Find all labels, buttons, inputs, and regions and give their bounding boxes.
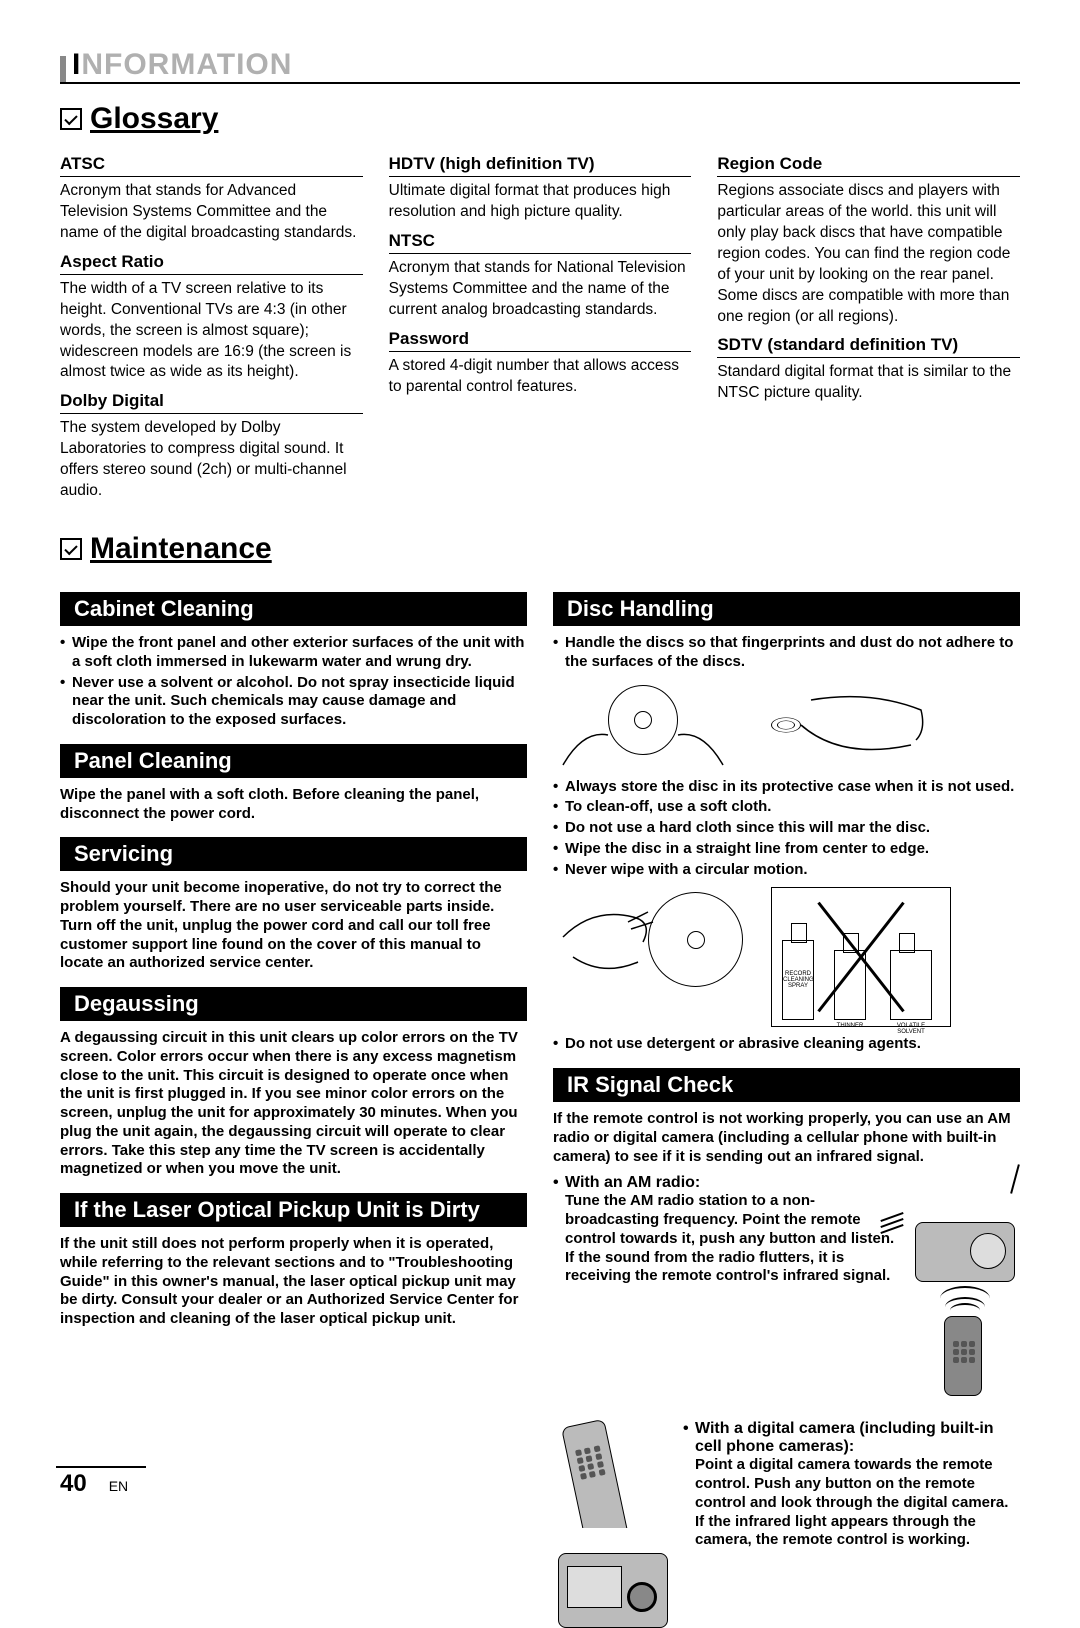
maintenance-section-title: Maintenance bbox=[60, 532, 1020, 566]
camera-heading: With a digital camera (including built-i… bbox=[683, 1420, 1020, 1456]
disc-hold-illustration-2 bbox=[751, 680, 931, 770]
header-first-letter: I bbox=[72, 48, 81, 82]
page-footer: 40 EN bbox=[60, 1470, 128, 1498]
am-radio-illustration-group bbox=[910, 1192, 1020, 1406]
cross-out-icon bbox=[772, 888, 950, 1026]
glossary-term: HDTV (high definition TV) Ultimate digit… bbox=[389, 154, 692, 223]
no-solvents-illustration: RECORD CLEANING SPRAY THINNER VOLATILE S… bbox=[771, 887, 951, 1027]
checkbox-icon bbox=[60, 108, 82, 130]
am-radio-heading: With an AM radio: bbox=[553, 1174, 1020, 1192]
term-heading: Region Code bbox=[717, 154, 1020, 177]
am-radio-text: Tune the AM radio station to a non-broad… bbox=[553, 1192, 900, 1406]
term-definition: A stored 4-digit number that allows acce… bbox=[389, 356, 692, 398]
bullet-item: Never use a solvent or alcohol. Do not s… bbox=[60, 674, 527, 730]
term-definition: Acronym that stands for National Televis… bbox=[389, 258, 692, 321]
term-heading: Password bbox=[389, 329, 692, 352]
glossary-term: Password A stored 4-digit number that al… bbox=[389, 329, 692, 398]
bullet-item: Never wipe with a circular motion. bbox=[553, 861, 1020, 880]
disc-handle-illustrations bbox=[553, 680, 1020, 770]
term-definition: Ultimate digital format that produces hi… bbox=[389, 181, 692, 223]
term-heading: SDTV (standard definition TV) bbox=[717, 335, 1020, 358]
term-definition: Acronym that stands for Advanced Televis… bbox=[60, 181, 363, 244]
glossary-term: NTSC Acronym that stands for National Te… bbox=[389, 231, 692, 321]
page-language: EN bbox=[109, 1478, 128, 1494]
maintenance-right-col: Disc Handling Handle the discs so that f… bbox=[553, 578, 1020, 1628]
am-radio-block: Tune the AM radio station to a non-broad… bbox=[553, 1192, 1020, 1406]
glossary-term: Region Code Regions associate discs and … bbox=[717, 154, 1020, 327]
camera-text: Point a digital camera towards the remot… bbox=[683, 1456, 1020, 1550]
term-definition: Regions associate discs and players with… bbox=[717, 181, 1020, 327]
glossary-col-3: Region Code Regions associate discs and … bbox=[717, 146, 1020, 502]
term-definition: Standard digital format that is similar … bbox=[717, 362, 1020, 404]
ir-intro: If the remote control is not working pro… bbox=[553, 1110, 1020, 1166]
panel-cleaning-heading: Panel Cleaning bbox=[60, 744, 527, 778]
ir-check-heading: IR Signal Check bbox=[553, 1068, 1020, 1102]
term-heading: ATSC bbox=[60, 154, 363, 177]
degaussing-text: A degaussing circuit in this unit clears… bbox=[60, 1029, 527, 1179]
camera-illustrations bbox=[553, 1412, 673, 1628]
glossary-col-2: HDTV (high definition TV) Ultimate digit… bbox=[389, 146, 692, 502]
servicing-heading: Servicing bbox=[60, 837, 527, 871]
radio-illustration bbox=[910, 1192, 1020, 1282]
disc-bullets-2: Always store the disc in its protective … bbox=[553, 778, 1020, 880]
bullet-item: Wipe the front panel and other exterior … bbox=[60, 634, 527, 672]
laser-heading: If the Laser Optical Pickup Unit is Dirt… bbox=[60, 1193, 527, 1227]
glossary-term: Dolby Digital The system developed by Do… bbox=[60, 391, 363, 502]
servicing-text: Should your unit become inoperative, do … bbox=[60, 879, 527, 973]
term-definition: The system developed by Dolby Laboratori… bbox=[60, 418, 363, 502]
disc-bullets-3: Do not use detergent or abrasive cleanin… bbox=[553, 1035, 1020, 1054]
bullet-item: Wipe the disc in a straight line from ce… bbox=[553, 840, 1020, 859]
bullet-item: Do not use detergent or abrasive cleanin… bbox=[553, 1035, 1020, 1054]
camera-block: With a digital camera (including built-i… bbox=[553, 1412, 1020, 1628]
glossary-term: Aspect Ratio The width of a TV screen re… bbox=[60, 252, 363, 384]
bullet-item: Always store the disc in its protective … bbox=[553, 778, 1020, 797]
header-remaining: NFORMATION bbox=[81, 48, 292, 82]
panel-text: Wipe the panel with a soft cloth. Before… bbox=[60, 786, 527, 824]
disc-handling-heading: Disc Handling bbox=[553, 592, 1020, 626]
glossary-term: SDTV (standard definition TV) Standard d… bbox=[717, 335, 1020, 404]
cabinet-bullets: Wipe the front panel and other exterior … bbox=[60, 634, 527, 730]
camera-illustration bbox=[553, 1528, 673, 1628]
maintenance-title-text: Maintenance bbox=[90, 532, 272, 566]
page-number: 40 bbox=[60, 1470, 87, 1498]
cabinet-cleaning-heading: Cabinet Cleaning bbox=[60, 592, 527, 626]
bullet-item: Handle the discs so that fingerprints an… bbox=[553, 634, 1020, 672]
bullet-item: To clean-off, use a soft cloth. bbox=[553, 798, 1020, 817]
term-heading: Aspect Ratio bbox=[60, 252, 363, 275]
remote-illustration bbox=[553, 1412, 633, 1522]
term-definition: The width of a TV screen relative to its… bbox=[60, 279, 363, 384]
glossary-grid: ATSC Acronym that stands for Advanced Te… bbox=[60, 146, 1020, 502]
checkbox-icon bbox=[60, 538, 82, 560]
disc-bullets-1: Handle the discs so that fingerprints an… bbox=[553, 634, 1020, 672]
glossary-section-title: Glossary bbox=[60, 102, 1020, 136]
glossary-col-1: ATSC Acronym that stands for Advanced Te… bbox=[60, 146, 363, 502]
header-accent bbox=[60, 56, 66, 82]
disc-wipe-illustrations: RECORD CLEANING SPRAY THINNER VOLATILE S… bbox=[553, 887, 1020, 1027]
bullet-item: Do not use a hard cloth since this will … bbox=[553, 819, 1020, 838]
maintenance-left-col: Cabinet Cleaning Wipe the front panel an… bbox=[60, 578, 527, 1628]
laser-text: If the unit still does not perform prope… bbox=[60, 1235, 527, 1329]
glossary-term: ATSC Acronym that stands for Advanced Te… bbox=[60, 154, 363, 244]
maintenance-grid: Cabinet Cleaning Wipe the front panel an… bbox=[60, 578, 1020, 1628]
term-heading: NTSC bbox=[389, 231, 692, 254]
glossary-title-text: Glossary bbox=[90, 102, 218, 136]
disc-hold-illustration-1 bbox=[553, 680, 733, 770]
term-heading: HDTV (high definition TV) bbox=[389, 154, 692, 177]
term-heading: Dolby Digital bbox=[60, 391, 363, 414]
page-header: I NFORMATION bbox=[60, 48, 1020, 84]
degaussing-heading: Degaussing bbox=[60, 987, 527, 1021]
wipe-illustration bbox=[553, 887, 753, 997]
remote-signal-illustration bbox=[920, 1286, 1010, 1406]
